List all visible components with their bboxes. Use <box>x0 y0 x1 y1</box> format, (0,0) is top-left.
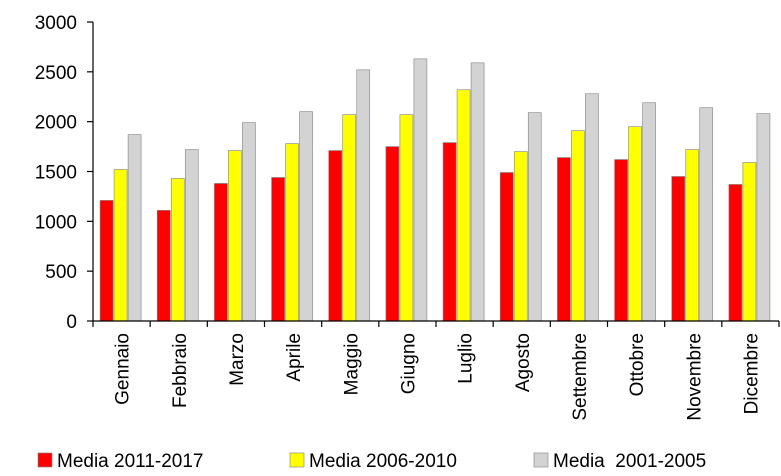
y-axis: 0 500 1000 1500 2000 2500 3000 <box>35 13 94 333</box>
y-tick-label: 3000 <box>35 13 77 34</box>
y-tick-label: 1500 <box>35 163 77 184</box>
bar-2 <box>228 150 242 322</box>
bar-1 <box>385 146 400 322</box>
x-tick-label: Febbraio <box>170 333 191 408</box>
bar-3 <box>699 107 714 322</box>
bar-3 <box>527 112 542 322</box>
bar-2 <box>113 169 128 322</box>
bar-3 <box>242 122 256 322</box>
bar-3 <box>642 102 656 322</box>
bar-3 <box>299 111 313 322</box>
bar-2 <box>170 178 185 322</box>
x-tick-label: Novembre <box>684 333 705 421</box>
y-tick-label: 0 <box>66 312 77 333</box>
bar-2 <box>513 151 528 322</box>
bar-2 <box>342 114 357 322</box>
bar-1 <box>671 176 686 322</box>
y-tick-label: 500 <box>45 262 77 283</box>
bar-2 <box>456 89 471 322</box>
x-tick-label: Maggio <box>341 333 362 395</box>
legend-swatch <box>37 452 53 468</box>
bar-3 <box>585 93 599 322</box>
bar-3 <box>470 62 485 322</box>
x-tick-label: Aprile <box>284 333 305 382</box>
bar-1 <box>499 172 514 322</box>
bar-1 <box>557 157 571 322</box>
bar-2 <box>285 143 299 322</box>
x-tick-label: Luglio <box>456 333 477 384</box>
bar-1 <box>156 210 171 322</box>
legend-swatch <box>533 452 549 468</box>
x-tick-label: Ottobre <box>627 333 648 396</box>
legend-label: Media 2006-2010 <box>309 451 457 472</box>
bar-1 <box>442 142 457 322</box>
bar-1 <box>614 159 628 322</box>
bar-2 <box>571 130 585 322</box>
legend: Media 2011-2017 Media 2006-2010 Media 2001… <box>37 451 706 472</box>
y-tick-label: 1000 <box>35 212 77 233</box>
bar-3 <box>184 149 199 322</box>
x-tick-label: Gennaio <box>113 333 134 405</box>
bar-1 <box>728 184 743 322</box>
bars-group <box>99 58 771 322</box>
bar-3 <box>127 134 142 322</box>
y-tick-label: 2000 <box>35 113 77 134</box>
x-tick-label: Giugno <box>398 333 419 394</box>
legend-label: Media 2011-2017 <box>57 451 203 472</box>
bar-1 <box>328 150 343 322</box>
x-tick-label: Agosto <box>513 333 534 392</box>
x-axis: Gennaio Febbraio Marzo Aprile Maggio Giugno Lu… <box>92 320 780 421</box>
bar-2 <box>628 126 642 322</box>
x-tick-label: Dicembre <box>741 333 762 414</box>
bar-2 <box>685 149 700 322</box>
y-tick-label: 2500 <box>35 63 77 84</box>
x-tick-label: Settembre <box>570 333 591 421</box>
bar-3 <box>356 69 371 322</box>
bar-2 <box>399 114 414 322</box>
legend-swatch <box>289 452 305 468</box>
bar-1 <box>99 200 114 322</box>
bar-3 <box>413 58 428 322</box>
bar-1 <box>271 177 285 322</box>
bar-2 <box>742 162 757 322</box>
legend-label: Media 2001-2005 <box>553 451 706 472</box>
x-tick-label: Marzo <box>227 333 248 386</box>
bar-3 <box>756 113 771 322</box>
bar-1 <box>214 183 228 322</box>
